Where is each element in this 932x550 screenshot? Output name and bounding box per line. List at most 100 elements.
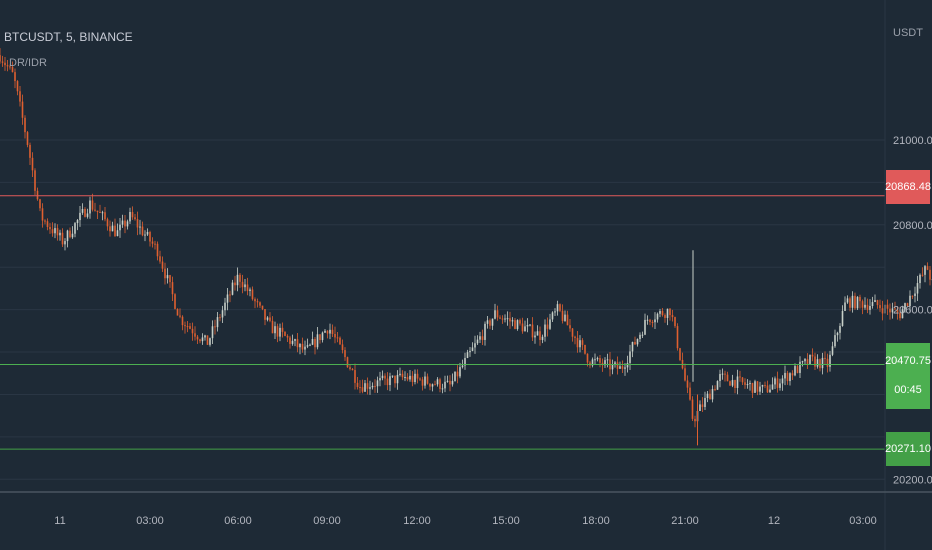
candle-body xyxy=(921,274,924,276)
candle-body xyxy=(41,208,44,221)
candle-body xyxy=(791,373,794,376)
candle-body xyxy=(331,329,334,334)
candle-body xyxy=(371,385,374,388)
candle-body xyxy=(406,376,409,380)
candle-body xyxy=(626,362,629,368)
candle-body xyxy=(304,346,306,350)
y-tick-label: 20800.00 xyxy=(893,220,932,232)
candle-body xyxy=(79,212,81,221)
candle-body xyxy=(656,313,659,320)
candle-body xyxy=(511,320,514,322)
candle-body xyxy=(629,351,631,363)
candle-body xyxy=(454,371,456,381)
candle-body xyxy=(654,319,656,323)
indicator-label[interactable]: DR/IDR xyxy=(9,57,47,69)
candle-body xyxy=(766,385,769,393)
candle-body xyxy=(151,241,154,244)
candle-body xyxy=(424,376,426,386)
candle-body xyxy=(146,232,149,235)
candle-body xyxy=(769,389,771,393)
candle-body xyxy=(701,404,704,407)
candle-body xyxy=(411,375,414,383)
candle-body xyxy=(751,383,754,393)
candle-body xyxy=(14,72,16,82)
candle-body xyxy=(314,338,316,348)
last-price-badge: 20470.75 00:45 xyxy=(885,343,931,409)
candle-body xyxy=(664,315,666,318)
candle-body xyxy=(281,327,284,332)
candle-body xyxy=(484,323,486,340)
price-axis[interactable]: 21000.00 20800.00 20600.00 20200.00 xyxy=(893,135,932,486)
candle-body xyxy=(531,324,534,338)
candle-body xyxy=(104,212,106,220)
candle-body xyxy=(19,91,21,102)
candle-body xyxy=(261,305,264,310)
last-price-value: 20470.75 xyxy=(885,355,931,367)
candle-body xyxy=(39,199,41,209)
x-tick-label: 09:00 xyxy=(313,515,341,527)
candle-body xyxy=(859,296,861,302)
candle-body xyxy=(209,338,211,345)
candle-body xyxy=(434,384,436,386)
candle-body xyxy=(679,348,681,360)
candle-body xyxy=(706,393,709,399)
candle-body xyxy=(344,350,346,358)
candle-body xyxy=(291,340,294,344)
candle-body xyxy=(419,378,421,380)
candle-body xyxy=(916,283,919,294)
candle-body xyxy=(74,223,76,234)
candle-body xyxy=(924,266,926,275)
candle-body xyxy=(864,304,866,308)
candle-body xyxy=(536,331,539,336)
candle-body xyxy=(119,224,121,231)
candle-body xyxy=(894,308,896,310)
symbol-title[interactable]: BTCUSDT, 5, BINANCE xyxy=(4,30,133,44)
candle-body xyxy=(309,344,311,346)
candle-body xyxy=(596,358,599,360)
candle-body xyxy=(689,387,691,400)
candle-body xyxy=(796,366,799,373)
candle-body xyxy=(579,340,581,348)
candle-body xyxy=(899,312,901,319)
candle-body xyxy=(604,360,606,366)
x-tick-label: 12:00 xyxy=(403,515,431,527)
candle-body xyxy=(619,366,621,369)
candle-body xyxy=(286,335,289,338)
candle-body xyxy=(784,372,786,379)
candle-body xyxy=(851,295,854,308)
candle-body xyxy=(549,319,551,329)
candle-body xyxy=(359,387,361,389)
candle-body xyxy=(926,266,929,270)
candle-body xyxy=(51,229,54,234)
candle-body xyxy=(241,281,244,288)
candle-body xyxy=(0,55,1,62)
candle-body xyxy=(429,383,431,387)
candle-body xyxy=(771,384,774,390)
candle-body xyxy=(199,339,201,342)
candle-body xyxy=(904,303,906,310)
candle-body xyxy=(684,368,686,381)
candle-body xyxy=(264,309,266,320)
candle-body xyxy=(46,221,49,227)
candle-body xyxy=(121,220,124,225)
candle-body xyxy=(341,344,344,351)
candle-body xyxy=(479,336,481,340)
candle-body xyxy=(116,230,119,237)
candle-body xyxy=(906,303,909,306)
candle-body xyxy=(216,317,219,328)
candle-body xyxy=(761,385,764,387)
candle-body xyxy=(824,357,826,359)
candle-body xyxy=(614,362,616,364)
candle-body xyxy=(571,328,574,337)
candle-body xyxy=(444,381,446,389)
candle-body xyxy=(259,302,261,306)
candle-body xyxy=(334,333,336,338)
candle-body xyxy=(214,326,216,328)
candle-body xyxy=(491,318,494,326)
candle-body xyxy=(169,275,171,283)
candle-body xyxy=(886,304,889,309)
time-axis[interactable]: 11 03:00 06:00 09:00 12:00 15:00 18:00 21:00 12 0… xyxy=(54,515,876,527)
candle-body xyxy=(739,376,741,378)
candle-body xyxy=(401,373,404,378)
